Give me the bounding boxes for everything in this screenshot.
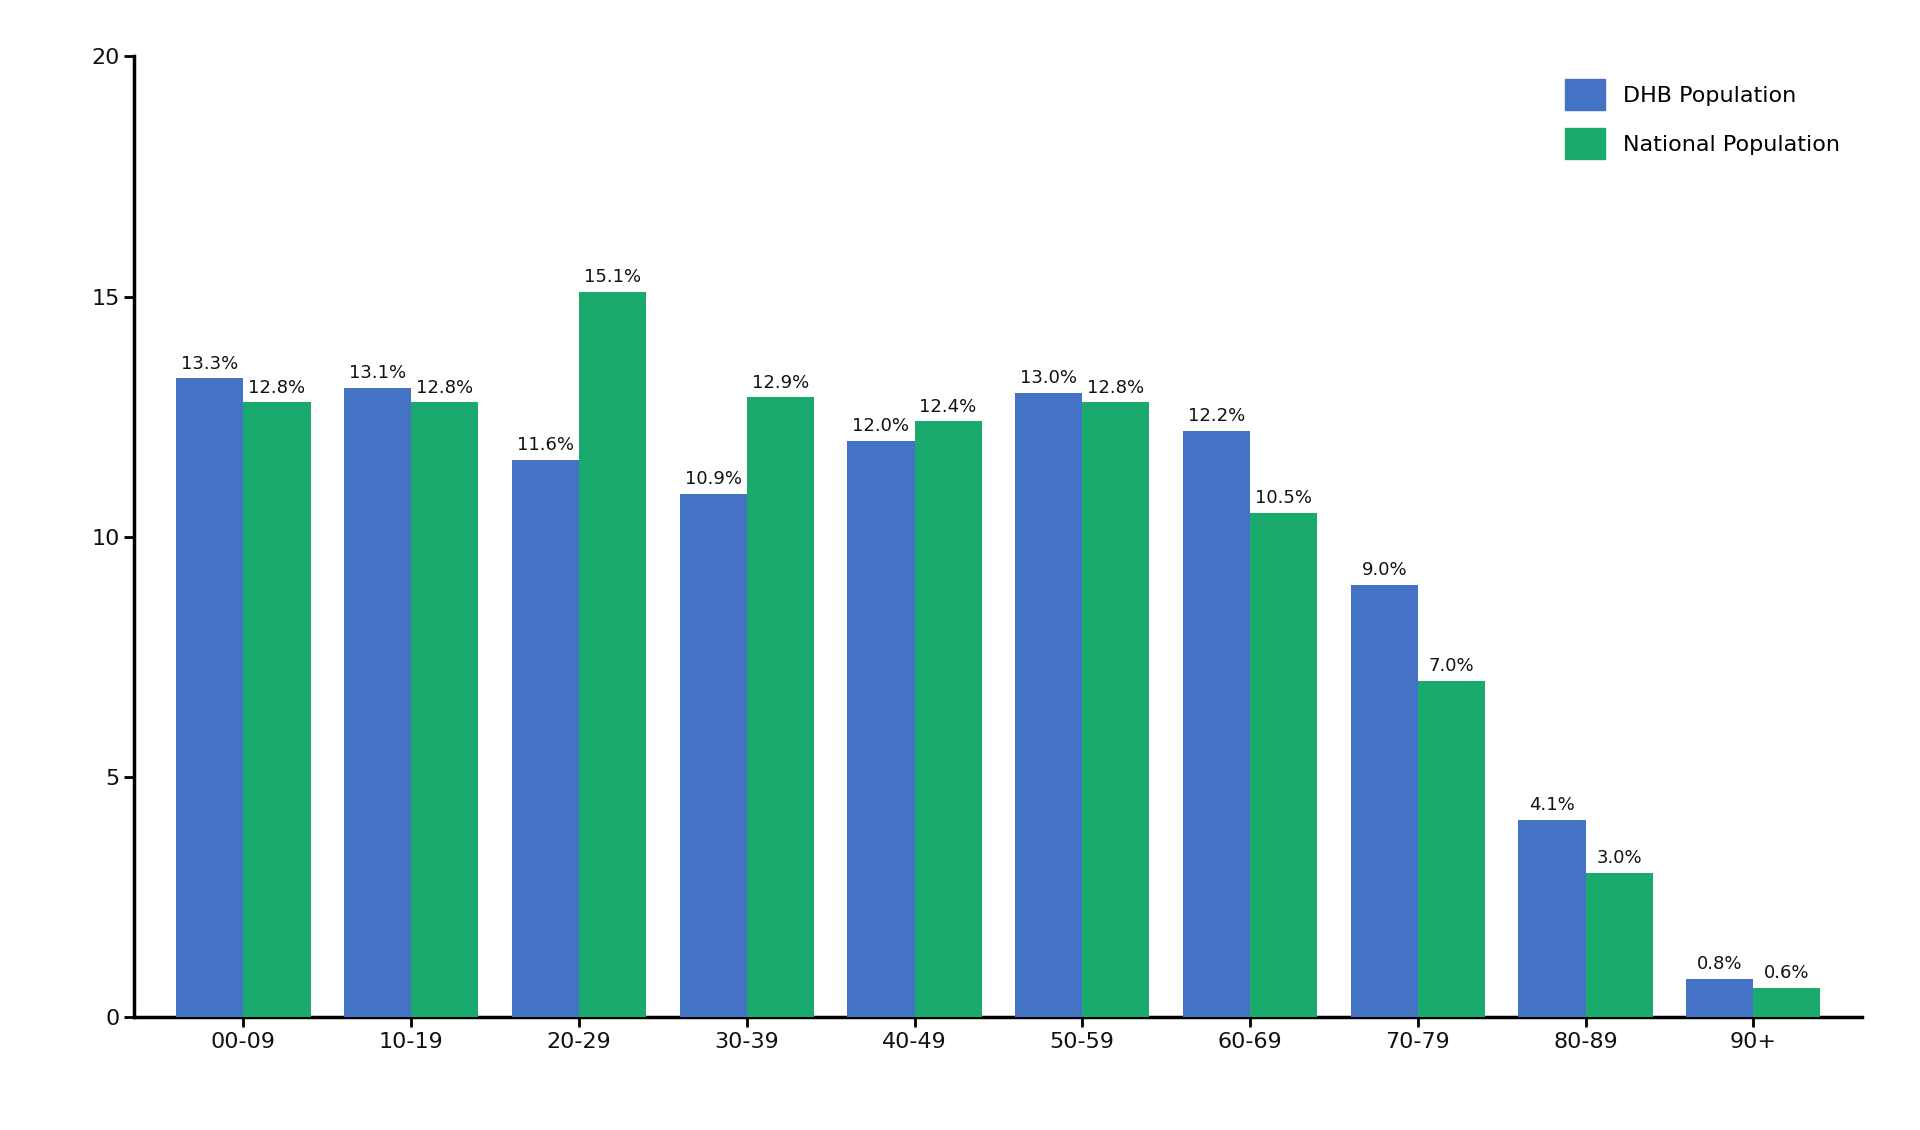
Legend: DHB Population, National Population: DHB Population, National Population (1555, 68, 1851, 171)
Text: 13.1%: 13.1% (349, 364, 407, 382)
Bar (177, 379, 244, 1017)
Bar (1250, 513, 1317, 1017)
Text: 12.8%: 12.8% (417, 379, 474, 397)
Bar (1686, 979, 1753, 1017)
Bar (1016, 392, 1083, 1017)
Bar (1350, 585, 1417, 1017)
Bar (1417, 680, 1484, 1017)
Bar (914, 421, 981, 1017)
Text: 4.1%: 4.1% (1528, 797, 1574, 815)
Text: 13.3%: 13.3% (180, 355, 238, 373)
Text: 12.4%: 12.4% (920, 398, 977, 416)
Bar (1519, 820, 1586, 1017)
Text: 12.0%: 12.0% (852, 417, 910, 435)
Bar (580, 292, 647, 1017)
Bar (1083, 402, 1150, 1017)
Text: 10.9%: 10.9% (685, 470, 741, 488)
Text: 13.0%: 13.0% (1020, 368, 1077, 386)
Text: 12.8%: 12.8% (1087, 379, 1144, 397)
Bar (244, 402, 311, 1017)
Text: 11.6%: 11.6% (516, 436, 574, 454)
Text: 0.6%: 0.6% (1764, 964, 1811, 982)
Bar (680, 494, 747, 1017)
Text: 0.8%: 0.8% (1697, 955, 1743, 973)
Text: 9.0%: 9.0% (1361, 560, 1407, 579)
Text: 12.8%: 12.8% (248, 379, 305, 397)
Bar (513, 460, 580, 1017)
Text: 10.5%: 10.5% (1256, 489, 1311, 507)
Bar (411, 402, 478, 1017)
Bar (747, 398, 814, 1017)
Bar (847, 441, 914, 1017)
Bar (1183, 431, 1250, 1017)
Bar (1586, 872, 1653, 1017)
Text: 7.0%: 7.0% (1428, 657, 1475, 675)
Text: 3.0%: 3.0% (1596, 849, 1642, 867)
Text: 12.2%: 12.2% (1188, 407, 1246, 425)
Text: 15.1%: 15.1% (584, 268, 641, 286)
Text: 12.9%: 12.9% (751, 374, 808, 392)
Bar (1753, 988, 1820, 1017)
Bar (344, 388, 411, 1017)
